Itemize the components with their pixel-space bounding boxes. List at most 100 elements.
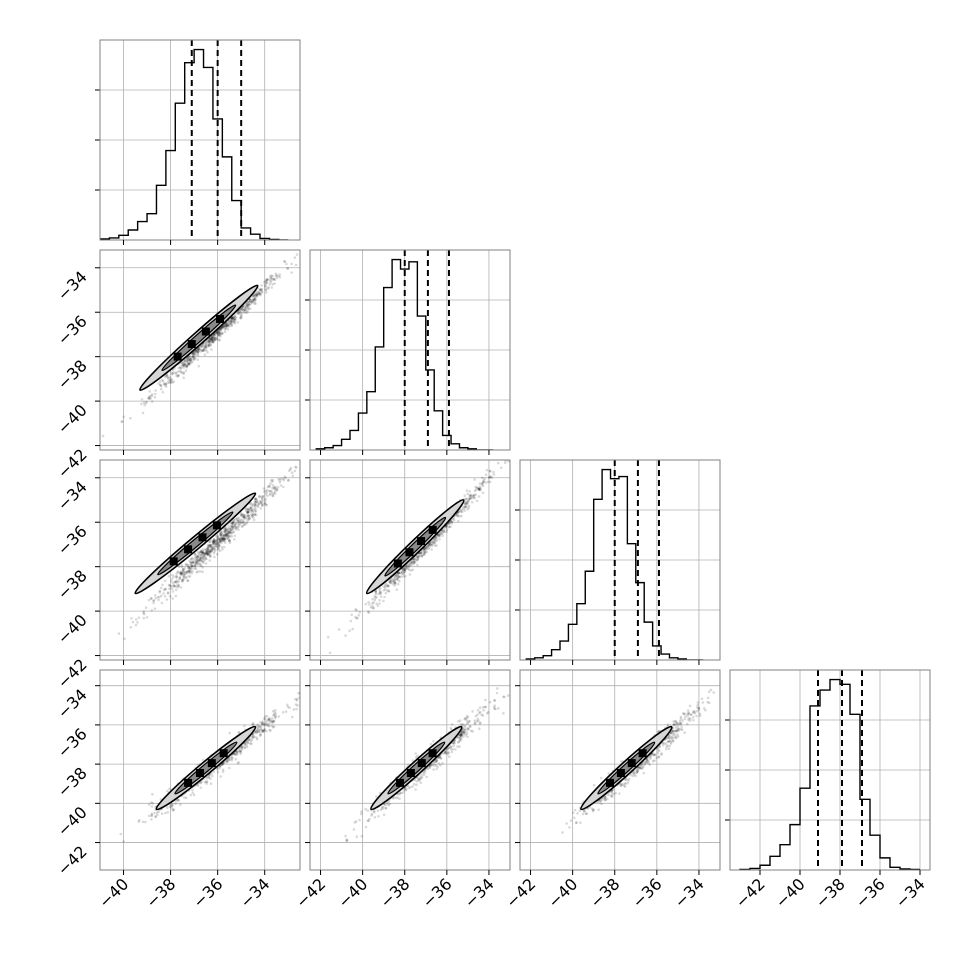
sample-point: [420, 554, 424, 558]
y-tick-label: −38: [54, 764, 91, 801]
sample-point: [240, 314, 243, 318]
sample-point: [255, 728, 259, 732]
sample-point: [466, 716, 470, 719]
sample-point: [218, 549, 222, 553]
sample-point: [264, 279, 268, 283]
sample-point: [653, 759, 656, 762]
sample-point: [489, 475, 493, 478]
sample-point: [240, 748, 244, 751]
sample-point: [665, 747, 668, 751]
sample-point: [444, 751, 447, 755]
sample-point: [649, 755, 652, 759]
sample-point: [230, 535, 234, 538]
sample-point: [242, 514, 246, 518]
sample-point: [187, 569, 190, 572]
sample-point: [238, 522, 241, 526]
sample-point: [447, 751, 450, 754]
sample-point: [399, 571, 402, 574]
sample-point: [284, 476, 287, 480]
sample-point: [495, 691, 499, 695]
sample-point: [462, 735, 465, 738]
sample-point: [383, 588, 387, 591]
sample-point: [183, 363, 187, 367]
sample-point: [259, 725, 263, 729]
sample-point: [177, 584, 181, 587]
sample-point: [393, 580, 396, 584]
sample-point: [243, 523, 246, 526]
sample-point: [294, 703, 298, 706]
panel-frame: [99, 39, 301, 241]
sample-point: [639, 766, 642, 769]
sample-point: [191, 567, 194, 570]
sample-point: [230, 317, 233, 320]
sample-point: [367, 610, 370, 613]
sample-point: [179, 365, 182, 369]
sample-point: [179, 366, 182, 370]
sample-point: [157, 382, 160, 385]
sample-point: [221, 533, 225, 537]
sample-point: [222, 537, 226, 541]
sample-point: [239, 313, 243, 317]
sample-point: [211, 337, 214, 340]
sample-point: [288, 706, 291, 709]
sample-point: [202, 561, 205, 564]
sample-point: [260, 723, 264, 726]
sample-point: [215, 331, 219, 335]
sample-point: [254, 504, 257, 507]
sample-point: [144, 606, 148, 609]
sample-point: [399, 575, 403, 578]
x-tick-label: −40: [95, 874, 132, 911]
sample-point: [571, 811, 575, 814]
sample-point: [453, 742, 456, 745]
sample-point: [478, 727, 481, 730]
sample-point: [252, 733, 255, 737]
sample-point: [475, 486, 479, 489]
sample-point: [664, 742, 668, 746]
sample-point: [337, 628, 341, 631]
sample-point: [219, 533, 222, 537]
sample-point: [419, 552, 422, 555]
sample-point: [674, 723, 677, 727]
sample-point: [270, 490, 273, 493]
sample-point: [260, 288, 264, 291]
sample-point: [219, 775, 222, 778]
density-peak: [396, 778, 405, 787]
sample-point: [627, 779, 630, 783]
sample-point: [402, 568, 405, 571]
sample-point: [151, 792, 154, 796]
sample-point: [202, 557, 206, 561]
sample-point: [248, 516, 251, 520]
sample-point: [257, 495, 261, 499]
sample-point: [243, 306, 247, 309]
sample-point: [416, 563, 419, 567]
sample-point: [231, 527, 235, 531]
sample-point: [602, 796, 605, 800]
sample-point: [306, 460, 309, 463]
sample-point: [692, 719, 695, 722]
sample-point: [183, 359, 186, 363]
sample-point: [224, 322, 228, 326]
y-tick-label: −40: [54, 401, 91, 438]
sample-point: [449, 745, 453, 749]
sample-point: [271, 478, 275, 482]
sample-point: [490, 476, 494, 480]
sample-point: [677, 728, 681, 731]
sample-point: [626, 781, 629, 785]
sample-point: [632, 771, 636, 775]
sample-point: [208, 555, 212, 558]
sample-point: [416, 777, 420, 780]
sample-point: [418, 778, 421, 782]
sample-point: [153, 607, 157, 610]
sample-point: [237, 312, 241, 315]
sample-point: [265, 723, 269, 727]
sample-point: [437, 534, 441, 537]
sample-point: [222, 325, 225, 328]
sample-point: [269, 729, 272, 732]
sample-point: [199, 550, 202, 554]
sample-point: [592, 783, 596, 787]
sample-point: [204, 549, 207, 552]
sample-point: [416, 556, 420, 559]
sample-point: [669, 735, 672, 738]
sample-point: [208, 340, 211, 343]
